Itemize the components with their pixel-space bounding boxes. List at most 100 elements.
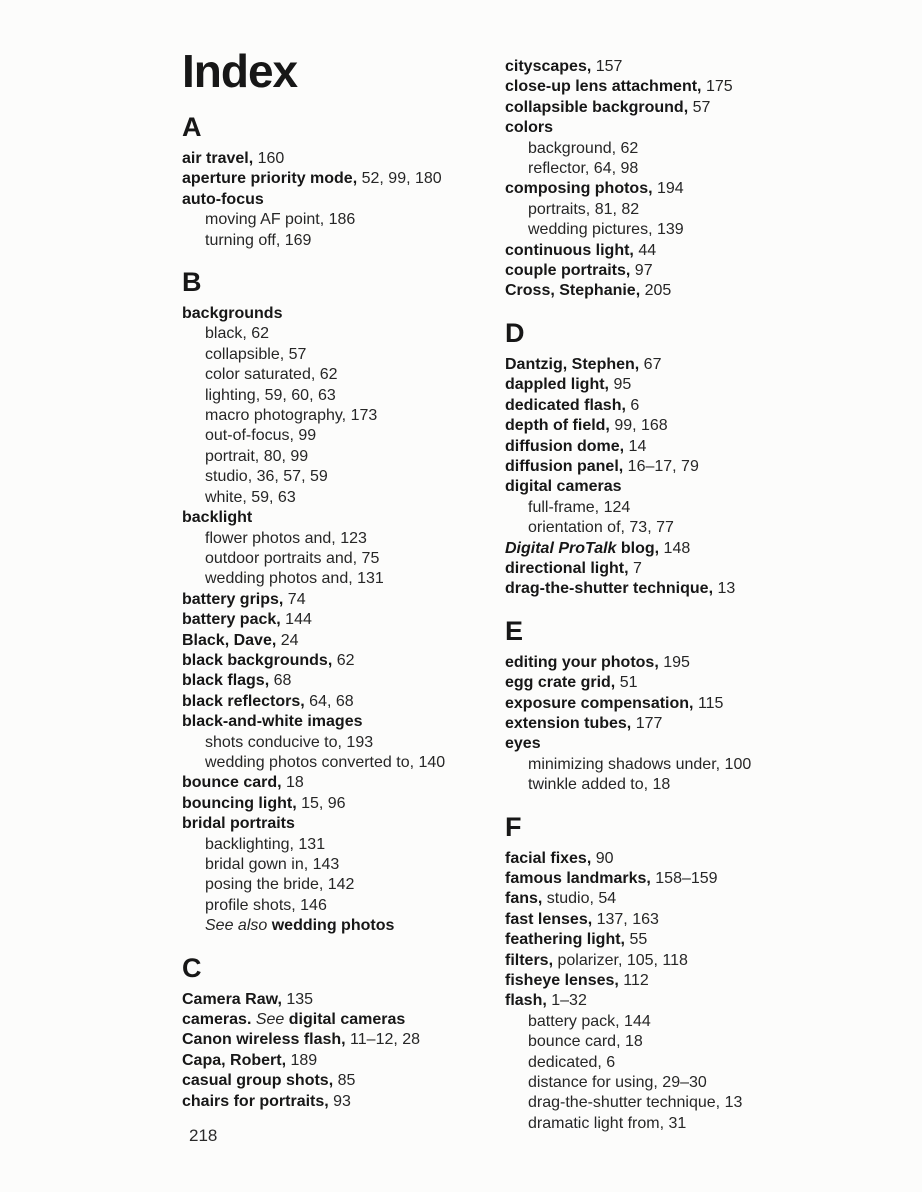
index-subentry: black, 62 <box>182 324 482 344</box>
index-subentry: portrait, 80, 99 <box>182 447 482 467</box>
entry-text-segment: egg crate grid, <box>505 674 616 692</box>
entry-text-segment: drag-the-shutter technique, <box>505 580 714 598</box>
index-entry: Canon wireless flash, 11–12, 28 <box>182 1030 482 1050</box>
entry-text-segment: 148 <box>659 539 691 557</box>
index-subentry: flower photos and, 123 <box>182 529 482 549</box>
entry-text-segment: studio, 36, 57, 59 <box>205 468 328 486</box>
entry-text-segment: twinkle added to, 18 <box>528 776 671 794</box>
index-entry: battery grips, 74 <box>182 590 482 610</box>
entry-text-segment: 14 <box>624 437 647 455</box>
index-entry: fans, studio, 54 <box>505 889 845 909</box>
entry-text-segment: 90 <box>591 849 614 867</box>
index-entry: eyes <box>505 734 845 754</box>
entry-text-segment: 160 <box>253 150 285 167</box>
entry-text-segment: 177 <box>631 714 663 732</box>
index-entry: black flags, 68 <box>182 671 482 691</box>
entry-text-segment: 137, 163 <box>592 910 659 928</box>
entry-text-segment: 1–32 <box>546 992 587 1010</box>
entry-text-segment: 52, 99, 180 <box>357 170 442 188</box>
entry-text-segment: 16–17, 79 <box>623 457 699 475</box>
index-entry: black reflectors, 64, 68 <box>182 692 482 712</box>
entry-text-segment: orientation of, 73, 77 <box>528 519 674 537</box>
index-entry: backlight <box>182 508 482 528</box>
entry-text-segment: 115 <box>693 694 724 712</box>
entry-text-segment: full-frame, 124 <box>528 498 631 516</box>
index-entry: chairs for portraits, 93 <box>182 1092 482 1112</box>
index-entry: collapsible background, 57 <box>505 98 845 118</box>
index-entry: aperture priority mode, 52, 99, 180 <box>182 169 482 189</box>
entry-text-segment: reflector, 64, 98 <box>528 160 639 178</box>
entry-text-segment: black reflectors, <box>182 692 305 710</box>
entry-text-segment: macro photography, 173 <box>205 407 378 425</box>
entry-text-segment: wedding photos converted to, 140 <box>205 753 446 771</box>
entry-text-segment: background, 62 <box>528 139 639 157</box>
index-subentry: outdoor portraits and, 75 <box>182 549 482 569</box>
entry-text-segment: 158–159 <box>650 870 718 887</box>
section-header-f: F <box>505 811 522 842</box>
entry-text-segment: eyes <box>505 735 541 753</box>
index-subentry: drag-the-shutter technique, 13 <box>505 1093 845 1113</box>
entry-text-segment: battery grips, <box>182 590 284 608</box>
entry-text-segment: black flags, <box>182 672 270 690</box>
index-subentry: reflector, 64, 98 <box>505 159 845 179</box>
index-subentry: See also wedding photos <box>182 916 482 936</box>
index-entry: famous landmarks, 158–159 <box>505 869 845 889</box>
entry-text-segment: drag-the-shutter technique, 13 <box>528 1094 743 1112</box>
entry-text-segment: color saturated, 62 <box>205 366 338 384</box>
entry-text-segment: 144 <box>280 611 312 629</box>
index-subentry: battery pack, 144 <box>505 1012 845 1032</box>
index-entry: couple portraits, 97 <box>505 261 845 281</box>
entry-text-segment: fisheye lenses, <box>505 972 619 990</box>
index-entry: close-up lens attachment, 175 <box>505 77 845 97</box>
index-subentry: studio, 36, 57, 59 <box>182 467 482 487</box>
section-header-e: E <box>505 615 524 646</box>
index-subentry: bounce card, 18 <box>505 1032 845 1052</box>
entry-text-segment: Cross, Stephanie, <box>505 282 641 300</box>
page-title: Index <box>182 45 298 97</box>
entry-text-segment: composing photos, <box>505 180 653 198</box>
entry-text-segment: continuous light, <box>505 241 634 259</box>
entry-text-segment: portrait, 80, 99 <box>205 447 309 465</box>
entry-text-segment: 68 <box>269 672 292 690</box>
index-entry: casual group shots, 85 <box>182 1071 482 1091</box>
entry-text-segment: profile shots, 146 <box>205 896 327 914</box>
entry-text-segment: close-up lens attachment, <box>505 78 702 96</box>
entry-text-segment: 189 <box>286 1051 318 1069</box>
entry-text-segment: dedicated flash, <box>505 396 626 414</box>
entry-text-segment: flower photos and, 123 <box>205 529 367 547</box>
index-entry: dappled light, 95 <box>505 375 845 395</box>
entry-text-segment: minimizing shadows under, 100 <box>528 755 752 773</box>
entry-text-segment: black-and-white images <box>182 713 363 731</box>
index-entry: depth of field, 99, 168 <box>505 416 845 436</box>
entry-text-segment: posing the bride, 142 <box>205 876 355 894</box>
entry-text-segment: collapsible, 57 <box>205 345 307 363</box>
entry-text-segment: Black, Dave, <box>182 631 277 649</box>
entry-text-segment: 13 <box>713 580 736 598</box>
entry-text-segment: depth of field, <box>505 417 610 435</box>
entry-text-segment: 93 <box>328 1092 351 1110</box>
index-subentry: out-of-focus, 99 <box>182 426 482 446</box>
entry-text-segment: diffusion dome, <box>505 437 625 455</box>
entry-text-segment: 95 <box>609 376 632 394</box>
index-subentry: posing the bride, 142 <box>182 875 482 895</box>
entry-text-segment: wedding photos <box>271 917 395 935</box>
index-entry: filters, polarizer, 105, 118 <box>505 951 845 971</box>
entry-text-segment: moving AF point, 186 <box>205 211 356 229</box>
entry-text-segment: 62 <box>332 651 355 669</box>
entry-text-segment: 194 <box>652 180 684 198</box>
entry-text-segment: flash, <box>505 992 547 1010</box>
right-column: cityscapes, 157 close-up lens attachment,… <box>505 57 845 1134</box>
index-subentry: color saturated, 62 <box>182 365 482 385</box>
entry-text-segment: black backgrounds, <box>182 651 333 669</box>
right-column-entries: cityscapes, 157 close-up lens attachment,… <box>505 57 845 1134</box>
index-subentry: collapsible, 57 <box>182 345 482 365</box>
index-subentry: background, 62 <box>505 139 845 159</box>
entry-text-segment: cameras. <box>182 1011 256 1029</box>
entry-text-segment: 64, 68 <box>304 692 354 710</box>
index-subentry: wedding pictures, 139 <box>505 220 845 240</box>
entry-text-segment: Dantzig, Stephen, <box>505 355 640 373</box>
entry-text-segment: 6 <box>625 396 640 414</box>
index-entry: Dantzig, Stephen, 67 <box>505 355 845 375</box>
index-subentry: lighting, 59, 60, 63 <box>182 386 482 406</box>
